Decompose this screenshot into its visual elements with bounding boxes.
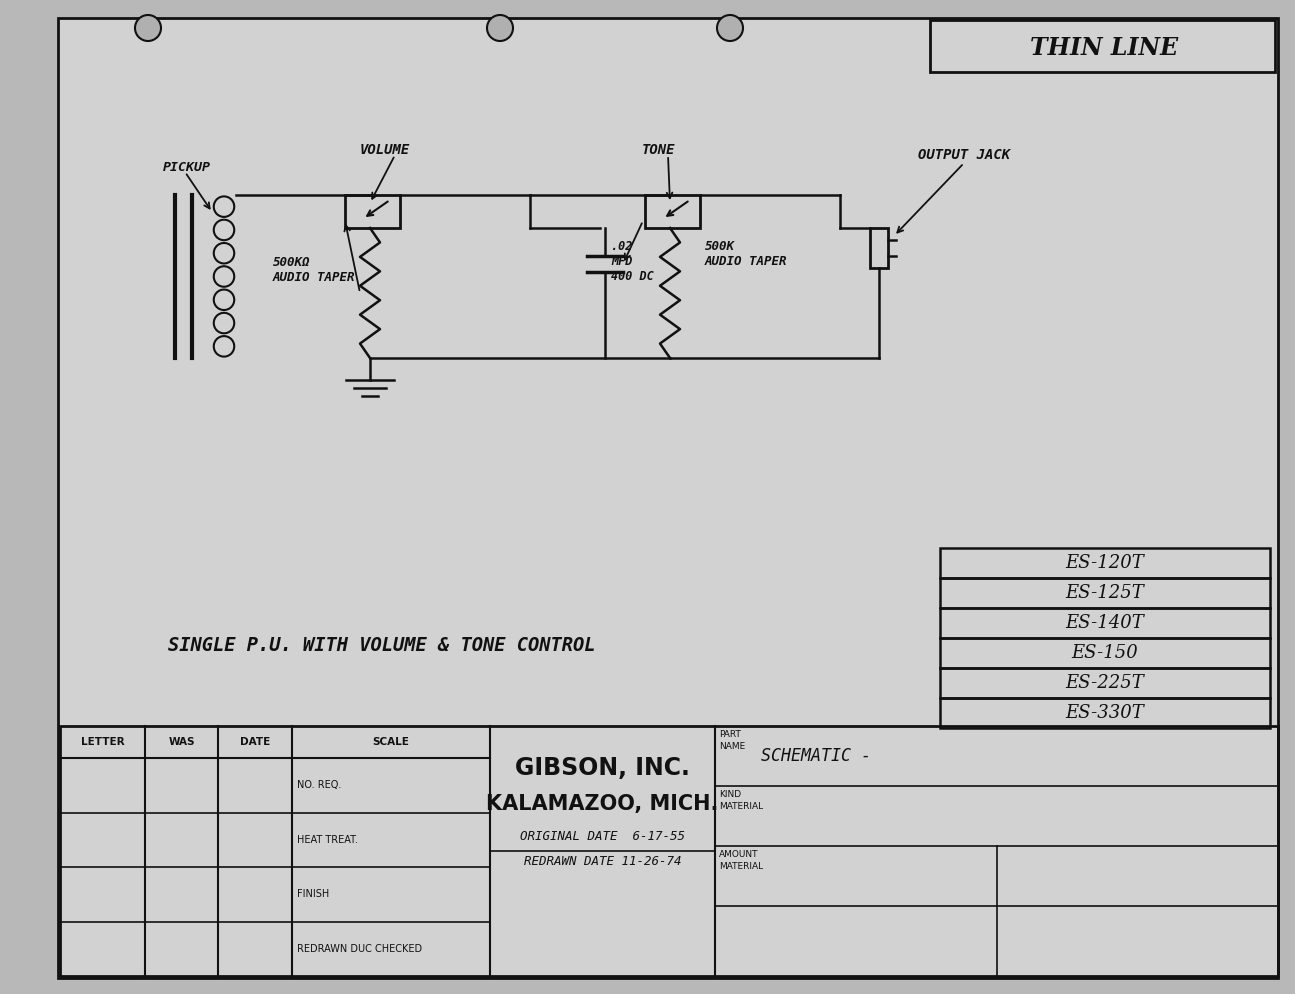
Text: 500KΩ
AUDIO TAPER: 500KΩ AUDIO TAPER <box>273 256 356 284</box>
Text: MATERIAL: MATERIAL <box>719 801 763 810</box>
Text: ES-140T: ES-140T <box>1066 614 1145 632</box>
Circle shape <box>487 15 513 41</box>
Text: THIN LINE: THIN LINE <box>1030 36 1178 60</box>
Text: WAS: WAS <box>168 737 194 747</box>
Text: ES-330T: ES-330T <box>1066 704 1145 722</box>
Bar <box>940 608 1270 638</box>
Text: SINGLE P.U. WITH VOLUME & TONE CONTROL: SINGLE P.U. WITH VOLUME & TONE CONTROL <box>168 635 596 654</box>
Text: REDRAWN DUC CHECKED: REDRAWN DUC CHECKED <box>297 943 422 954</box>
Bar <box>940 698 1270 728</box>
Text: PICKUP: PICKUP <box>163 160 211 174</box>
Text: TONE: TONE <box>642 143 676 157</box>
Bar <box>60 726 1278 976</box>
Text: 500K
AUDIO TAPER: 500K AUDIO TAPER <box>704 240 787 268</box>
Text: OUTPUT JACK: OUTPUT JACK <box>918 148 1010 162</box>
Text: HEAT TREAT.: HEAT TREAT. <box>297 835 357 845</box>
Bar <box>645 195 701 228</box>
Bar <box>940 638 1270 668</box>
Text: KALAMAZOO, MICH.: KALAMAZOO, MICH. <box>487 794 719 814</box>
Bar <box>344 195 400 228</box>
Circle shape <box>135 15 161 41</box>
Text: FINISH: FINISH <box>297 890 329 900</box>
Text: ES-120T: ES-120T <box>1066 554 1145 572</box>
Text: KIND: KIND <box>719 789 741 798</box>
Bar <box>930 20 1276 72</box>
Bar <box>940 578 1270 608</box>
Text: VOLUME: VOLUME <box>360 143 411 157</box>
Text: NO. REQ.: NO. REQ. <box>297 780 342 790</box>
Text: SCHEMATIC -: SCHEMATIC - <box>761 747 872 765</box>
Text: ES-150: ES-150 <box>1072 644 1138 662</box>
Bar <box>940 548 1270 578</box>
Text: MATERIAL: MATERIAL <box>719 862 763 871</box>
Text: AMOUNT: AMOUNT <box>719 850 759 859</box>
Text: ES-225T: ES-225T <box>1066 674 1145 692</box>
Text: .02
MFD
400 DC: .02 MFD 400 DC <box>611 240 654 283</box>
Text: PART: PART <box>719 730 741 739</box>
Bar <box>870 228 888 268</box>
Text: ES-125T: ES-125T <box>1066 584 1145 602</box>
Text: DATE: DATE <box>240 737 271 747</box>
Circle shape <box>717 15 743 41</box>
Text: SCALE: SCALE <box>373 737 409 747</box>
Text: LETTER: LETTER <box>80 737 124 747</box>
Text: REDRAWN DATE 11-26-74: REDRAWN DATE 11-26-74 <box>523 855 681 868</box>
Text: NAME: NAME <box>719 742 745 750</box>
Text: ORIGINAL DATE  6-17-55: ORIGINAL DATE 6-17-55 <box>521 830 685 843</box>
Bar <box>940 668 1270 698</box>
Text: GIBSON, INC.: GIBSON, INC. <box>515 756 690 780</box>
